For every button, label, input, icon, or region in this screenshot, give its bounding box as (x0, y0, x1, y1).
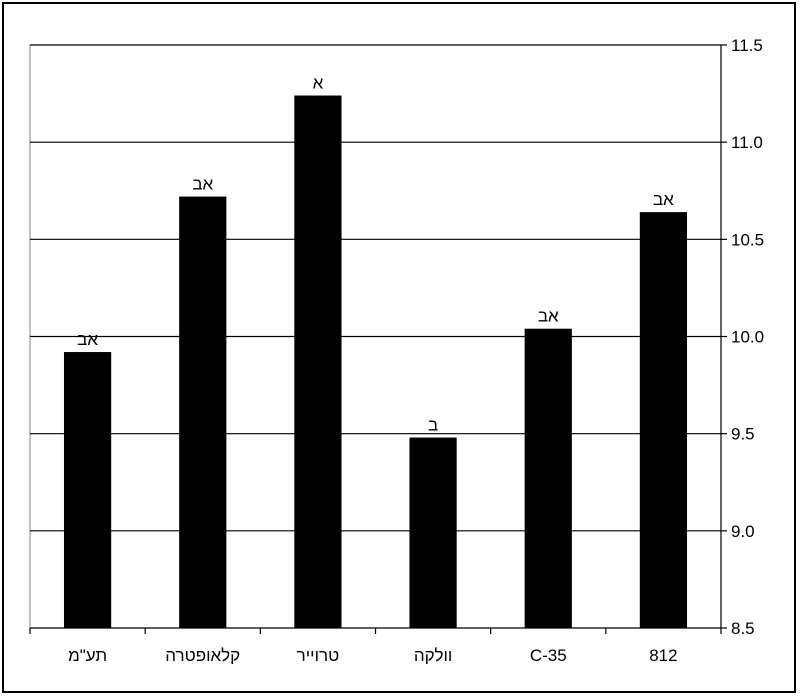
bar-data-label: אב (538, 307, 559, 326)
bar (294, 95, 342, 628)
y-tick-label: 11.5 (731, 36, 763, 55)
bar (409, 437, 457, 628)
y-axis: 8.5 9.0 9.5 10.0 10.5 11.0 11.5 (720, 36, 764, 638)
gridlines (30, 44, 721, 532)
x-category-label: 812 (649, 646, 677, 665)
x-category-label: טרוייר (297, 646, 340, 665)
y-tick-label: 8.5 (731, 619, 755, 638)
bar (179, 196, 227, 628)
bar-data-label: אב (653, 190, 674, 209)
x-category-label: קלאופטרה (165, 646, 240, 665)
bar (639, 212, 688, 629)
y-tick-label: 10.0 (731, 328, 764, 347)
bars (63, 95, 688, 629)
y-tick-label: 10.5 (731, 230, 764, 249)
x-axis: תע"מ קלאופטרה טרוייר וולקה C-35 812 (29, 627, 722, 665)
bar-data-label: א (313, 74, 324, 93)
y-tick-label: 9.0 (731, 522, 755, 541)
y-tick-label: 11.0 (731, 133, 763, 152)
bar (63, 352, 112, 628)
x-category-label: וולקה (414, 646, 452, 665)
x-category-label: תע"מ (68, 646, 107, 665)
bar-data-label: ב (428, 416, 438, 435)
x-category-label: C-35 (530, 646, 567, 665)
bar (524, 328, 572, 628)
bar-data-label: אב (77, 330, 98, 349)
y-tick-label: 9.5 (731, 425, 755, 444)
bar-data-label: אב (192, 175, 213, 194)
